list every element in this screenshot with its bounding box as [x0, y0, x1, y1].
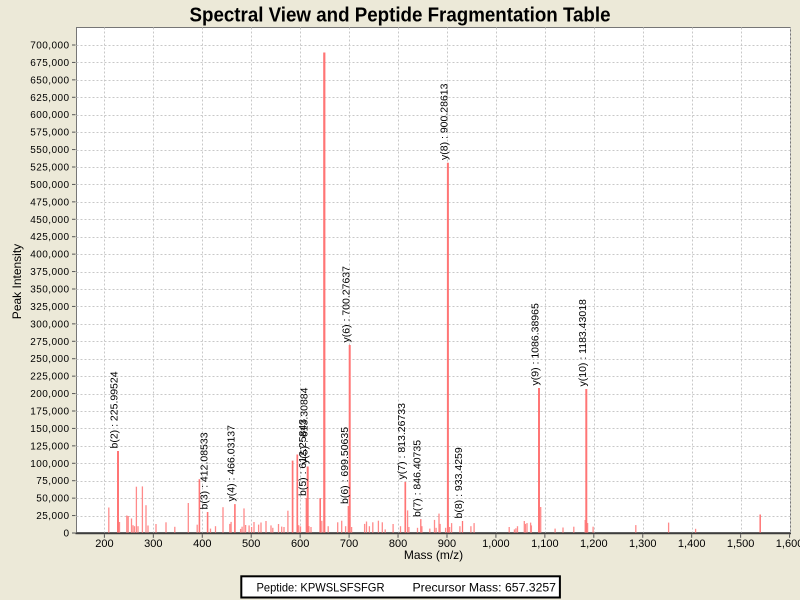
svg-text:y(10) : 1183.43018: y(10) : 1183.43018	[577, 299, 589, 387]
svg-text:1,600: 1,600	[776, 538, 800, 550]
svg-text:300,000: 300,000	[30, 319, 69, 330]
svg-text:350,000: 350,000	[30, 285, 69, 296]
svg-text:325,000: 325,000	[30, 302, 69, 313]
svg-text:Mass (m/z): Mass (m/z)	[404, 548, 463, 562]
svg-text:500: 500	[242, 538, 260, 550]
svg-text:0: 0	[63, 529, 69, 540]
svg-text:Peak Intensity: Peak Intensity	[10, 244, 24, 319]
svg-text:75,000: 75,000	[36, 476, 69, 487]
svg-text:400: 400	[193, 538, 211, 550]
svg-text:1,300: 1,300	[629, 538, 657, 550]
svg-text:y(9) : 1086.38965: y(9) : 1086.38965	[530, 303, 542, 385]
svg-text:b(3) : 412.08533: b(3) : 412.08533	[198, 432, 210, 509]
svg-text:275,000: 275,000	[30, 337, 69, 348]
svg-text:y(5) : 613.30884: y(5) : 613.30884	[299, 387, 311, 464]
svg-text:b(5) : 612.25843: b(5) : 612.25843	[297, 419, 309, 496]
svg-text:225,000: 225,000	[30, 372, 69, 383]
svg-text:650,000: 650,000	[30, 75, 69, 86]
svg-text:300: 300	[144, 538, 162, 550]
svg-text:150,000: 150,000	[30, 424, 69, 435]
svg-text:Spectral View and Peptide Frag: Spectral View and Peptide Fragmentation …	[190, 5, 611, 27]
svg-text:y(4) : 466.03137: y(4) : 466.03137	[226, 425, 238, 502]
svg-text:b(7) : 846.40735: b(7) : 846.40735	[412, 440, 424, 517]
svg-text:1,100: 1,100	[531, 538, 559, 550]
svg-text:1,000: 1,000	[482, 538, 510, 550]
svg-text:b(6) : 699.50635: b(6) : 699.50635	[339, 427, 351, 504]
svg-text:525,000: 525,000	[30, 163, 69, 174]
svg-text:575,000: 575,000	[30, 128, 69, 139]
svg-text:550,000: 550,000	[30, 145, 69, 156]
svg-text:b(8) : 933.4259: b(8) : 933.4259	[453, 447, 465, 518]
svg-text:Peptide: KPWSLSFSFGR: Peptide: KPWSLSFSFGR	[257, 580, 385, 594]
svg-text:475,000: 475,000	[30, 197, 69, 208]
svg-text:675,000: 675,000	[30, 58, 69, 69]
svg-text:100,000: 100,000	[30, 459, 69, 470]
svg-text:800: 800	[389, 538, 407, 550]
svg-text:200,000: 200,000	[30, 389, 69, 400]
svg-text:y(8) : 900.28613: y(8) : 900.28613	[439, 83, 451, 160]
svg-text:175,000: 175,000	[30, 407, 69, 418]
svg-text:900: 900	[438, 538, 456, 550]
svg-text:1,500: 1,500	[727, 538, 755, 550]
svg-text:700: 700	[340, 538, 358, 550]
svg-text:50,000: 50,000	[36, 494, 69, 505]
svg-text:600,000: 600,000	[30, 110, 69, 121]
svg-text:500,000: 500,000	[30, 180, 69, 191]
svg-text:1,200: 1,200	[580, 538, 608, 550]
svg-text:400,000: 400,000	[30, 250, 69, 261]
svg-text:Precursor Mass: 657.3257: Precursor Mass: 657.3257	[413, 580, 557, 594]
svg-text:b(2) : 225.99524: b(2) : 225.99524	[109, 371, 121, 448]
svg-text:450,000: 450,000	[30, 215, 69, 226]
svg-text:600: 600	[291, 538, 309, 550]
svg-text:700,000: 700,000	[30, 41, 69, 52]
svg-text:250,000: 250,000	[30, 354, 69, 365]
svg-text:125,000: 125,000	[30, 441, 69, 452]
svg-text:625,000: 625,000	[30, 93, 69, 104]
svg-text:y(6) : 700.27637: y(6) : 700.27637	[341, 266, 353, 343]
svg-text:1,400: 1,400	[678, 538, 706, 550]
svg-text:425,000: 425,000	[30, 232, 69, 243]
svg-text:375,000: 375,000	[30, 267, 69, 278]
svg-text:200: 200	[95, 538, 113, 550]
svg-text:25,000: 25,000	[36, 511, 69, 522]
svg-text:y(7) : 813.26733: y(7) : 813.26733	[396, 403, 408, 480]
